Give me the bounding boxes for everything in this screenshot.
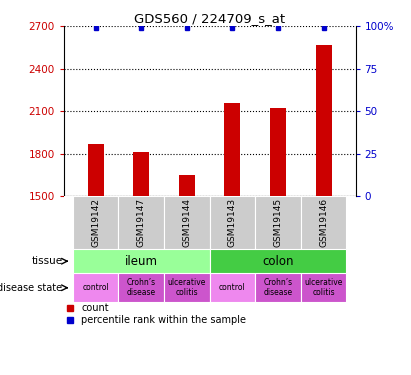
Bar <box>73 273 118 302</box>
Text: colon: colon <box>262 255 294 268</box>
Bar <box>301 196 346 249</box>
Bar <box>301 273 346 302</box>
Bar <box>73 249 210 273</box>
Bar <box>179 175 195 196</box>
Bar <box>224 104 240 196</box>
Bar <box>255 196 301 249</box>
Text: control: control <box>219 283 246 292</box>
Bar <box>88 144 104 196</box>
Bar <box>210 196 255 249</box>
Text: ulcerative
colitis: ulcerative colitis <box>168 278 206 297</box>
Bar <box>133 152 149 196</box>
Text: GSM19146: GSM19146 <box>319 198 328 247</box>
Text: ulcerative
colitis: ulcerative colitis <box>305 278 343 297</box>
Text: disease state: disease state <box>0 283 62 293</box>
Bar <box>270 108 286 196</box>
Text: percentile rank within the sample: percentile rank within the sample <box>81 315 246 325</box>
Bar <box>118 196 164 249</box>
Bar <box>210 249 346 273</box>
Text: GSM19142: GSM19142 <box>91 198 100 247</box>
Bar <box>255 273 301 302</box>
Text: ileum: ileum <box>125 255 158 268</box>
Bar <box>210 273 255 302</box>
Bar <box>118 273 164 302</box>
Bar <box>316 45 332 196</box>
Bar <box>164 196 210 249</box>
Text: GSM19144: GSM19144 <box>182 198 191 247</box>
Text: GSM19143: GSM19143 <box>228 198 237 247</box>
Text: GSM19147: GSM19147 <box>137 198 146 247</box>
Text: control: control <box>82 283 109 292</box>
Text: count: count <box>81 303 109 313</box>
Text: tissue: tissue <box>31 256 62 266</box>
Bar <box>73 196 118 249</box>
Text: GSM19145: GSM19145 <box>273 198 282 247</box>
Bar <box>164 273 210 302</box>
Text: Crohn’s
disease: Crohn’s disease <box>263 278 293 297</box>
Title: GDS560 / 224709_s_at: GDS560 / 224709_s_at <box>134 12 285 25</box>
Text: Crohn’s
disease: Crohn’s disease <box>127 278 156 297</box>
